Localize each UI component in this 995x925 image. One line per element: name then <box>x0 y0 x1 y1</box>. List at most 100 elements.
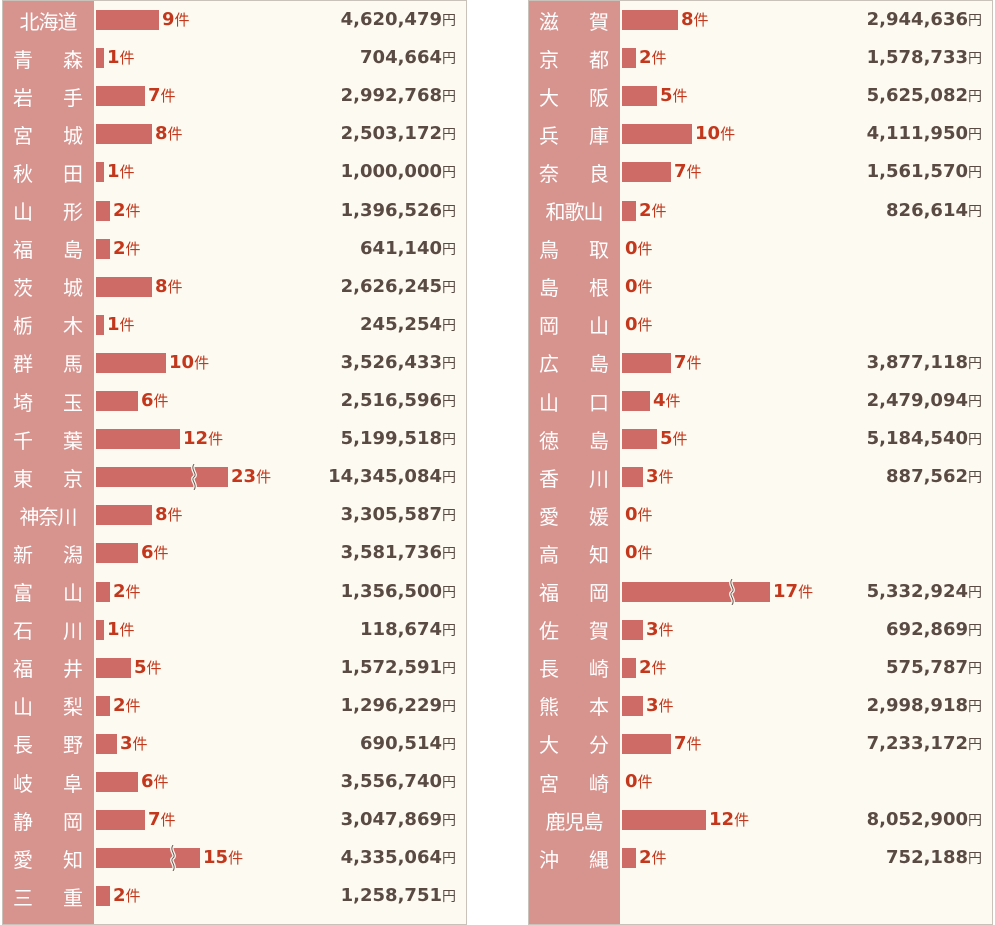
count-bar <box>96 772 138 792</box>
chart-row: 三重 2件 1,258,751円 <box>3 877 466 915</box>
amount-label: 118,674円 <box>360 618 456 640</box>
count-label: 2件 <box>113 694 141 716</box>
count-label: 3件 <box>646 466 674 488</box>
count-label: 0件 <box>625 542 653 564</box>
amount-label: 245,254円 <box>360 313 456 335</box>
chart-row: 和歌山 2件 826,614円 <box>529 192 992 230</box>
amount-label: 1,578,733円 <box>866 47 982 69</box>
count-bar <box>96 276 152 297</box>
count-label: 8件 <box>155 123 183 145</box>
count-label: 5件 <box>660 428 688 450</box>
count-bar <box>96 810 145 831</box>
prefecture-label: 新潟 <box>13 542 83 567</box>
amount-label: 8,052,900円 <box>866 809 982 831</box>
chart-row: 兵庫 10件 4,111,950円 <box>529 115 992 153</box>
count-bar <box>622 124 692 145</box>
prefecture-label: 佐賀 <box>539 619 609 644</box>
chart-row: 鳥取 0件 <box>529 230 992 268</box>
chart-row: 山口 4件 2,479,094円 <box>529 382 992 420</box>
amount-label: 641,140円 <box>360 237 456 259</box>
count-label: 8件 <box>155 275 183 297</box>
count-label: 6件 <box>141 542 169 564</box>
amount-label: 1,296,229円 <box>340 694 456 716</box>
count-label: 23件 <box>231 466 272 488</box>
chart-row: 石川 1件 118,674円 <box>3 611 466 649</box>
amount-label: 887,562円 <box>886 466 982 488</box>
count-label: 3件 <box>120 732 148 754</box>
amount-label: 752,188円 <box>886 847 982 869</box>
count-label: 4件 <box>653 390 681 411</box>
count-bar <box>622 48 636 69</box>
prefecture-label: 群馬 <box>13 352 83 377</box>
prefecture-column <box>3 1 94 924</box>
prefecture-label: 栃木 <box>13 314 83 339</box>
count-label: 1件 <box>107 47 135 69</box>
chart-row: 沖縄 2件 752,188円 <box>529 839 992 877</box>
count-label: 2件 <box>113 199 141 221</box>
amount-label: 2,516,596円 <box>340 390 456 411</box>
amount-label: 4,111,950円 <box>866 123 982 145</box>
amount-label: 4,335,064円 <box>340 847 456 869</box>
amount-label: 2,992,768円 <box>340 85 456 107</box>
count-label: 12件 <box>183 428 224 450</box>
chart-row: 大阪 5件 5,625,082円 <box>529 77 992 115</box>
count-label: 2件 <box>113 580 141 602</box>
amount-label: 5,199,518円 <box>340 428 456 450</box>
amount-label: 3,047,869円 <box>340 809 456 831</box>
amount-label: 2,944,636円 <box>866 9 982 30</box>
count-bar <box>96 886 110 907</box>
chart-row: 福井 5件 1,572,591円 <box>3 649 466 687</box>
prefecture-label: 岐阜 <box>13 771 83 796</box>
count-bar <box>96 619 104 640</box>
count-bar <box>622 162 671 183</box>
prefecture-label: 山口 <box>539 390 609 415</box>
amount-label: 14,345,084円 <box>328 466 456 488</box>
prefecture-label: 石川 <box>13 619 83 644</box>
prefecture-label: 東京 <box>13 466 83 491</box>
count-label: 9件 <box>162 9 190 30</box>
amount-label: 3,877,118円 <box>866 351 982 373</box>
count-label: 2件 <box>639 656 667 678</box>
count-bar <box>96 848 200 869</box>
amount-label: 3,556,740円 <box>340 771 456 792</box>
count-bar <box>622 86 657 107</box>
count-bar <box>96 467 228 488</box>
count-bar <box>622 429 657 450</box>
chart-row: 神奈川 8件 3,305,587円 <box>3 496 466 534</box>
chart-row: 茨城 8件 2,626,245円 <box>3 268 466 306</box>
count-bar <box>622 581 770 602</box>
count-bar <box>622 657 636 678</box>
chart-row: 富山 2件 1,356,500円 <box>3 573 466 611</box>
chart-row: 鹿児島 12件 8,052,900円 <box>529 801 992 839</box>
amount-label: 575,787円 <box>886 656 982 678</box>
chart-row: 宮城 8件 2,503,172円 <box>3 115 466 153</box>
prefecture-label: 島根 <box>539 276 609 301</box>
count-bar <box>96 543 138 564</box>
chart-row: 東京 23件 14,345,084円 <box>3 458 466 496</box>
right-chart-panel: 滋賀 8件 2,944,636円京都 2件 1,578,733円大阪 5件 5,625,08… <box>528 0 993 925</box>
count-bar <box>96 391 138 411</box>
count-bar <box>96 48 104 69</box>
count-label: 2件 <box>639 47 667 69</box>
chart-row: 岩手 7件 2,992,768円 <box>3 77 466 115</box>
count-label: 12件 <box>709 809 750 831</box>
chart-row: 新潟 6件 3,581,736円 <box>3 534 466 572</box>
prefecture-label: 和歌山 <box>545 200 604 224</box>
count-bar <box>96 505 152 526</box>
prefecture-label: 北海道 <box>19 9 78 34</box>
prefecture-label: 愛媛 <box>539 504 609 529</box>
count-label: 0件 <box>625 504 653 526</box>
amount-label: 2,479,094円 <box>866 390 982 411</box>
amount-label: 7,233,172円 <box>866 732 982 754</box>
count-label: 2件 <box>113 237 141 259</box>
prefecture-label: 秋田 <box>13 161 83 186</box>
prefecture-label: 宮城 <box>13 123 83 148</box>
count-label: 3件 <box>646 618 674 640</box>
axis-break-mark <box>170 845 176 872</box>
chart-row: 広島 7件 3,877,118円 <box>529 344 992 382</box>
count-label: 8件 <box>155 504 183 526</box>
amount-label: 5,625,082円 <box>866 85 982 107</box>
chart-row: 栃木 1件 245,254円 <box>3 306 466 344</box>
count-bar <box>96 238 110 259</box>
count-bar <box>622 467 643 488</box>
